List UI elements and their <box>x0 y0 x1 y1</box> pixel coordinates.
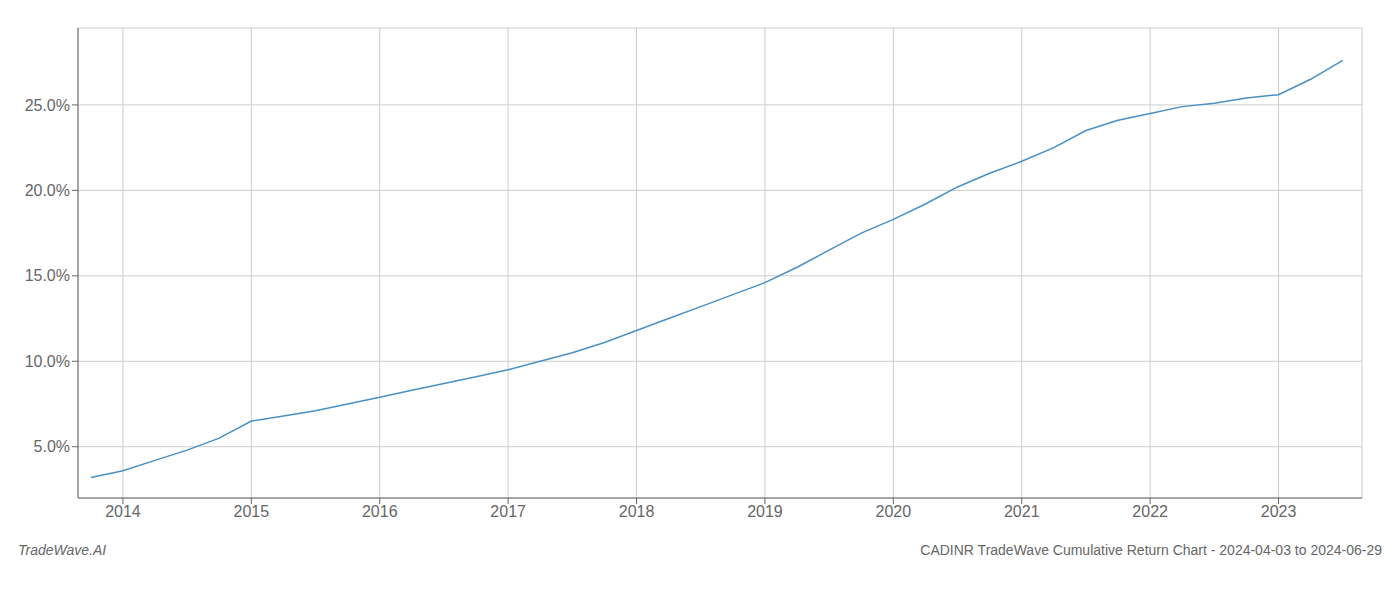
svg-text:2014: 2014 <box>105 503 141 520</box>
svg-text:10.0%: 10.0% <box>25 353 70 370</box>
svg-text:5.0%: 5.0% <box>34 438 70 455</box>
svg-text:20.0%: 20.0% <box>25 182 70 199</box>
svg-text:2017: 2017 <box>490 503 526 520</box>
svg-text:25.0%: 25.0% <box>25 97 70 114</box>
svg-text:2022: 2022 <box>1132 503 1168 520</box>
svg-text:2016: 2016 <box>362 503 398 520</box>
svg-text:2018: 2018 <box>619 503 655 520</box>
html-text:TradeWave.AI: TradeWave.AI <box>18 542 107 558</box>
svg-text:2021: 2021 <box>1004 503 1040 520</box>
svg-text:15.0%: 15.0% <box>25 267 70 284</box>
svg-text:2023: 2023 <box>1261 503 1297 520</box>
svg-text:2015: 2015 <box>234 503 270 520</box>
html-text:CADINR TradeWave Cumulative Re: CADINR TradeWave Cumulative Return Chart… <box>920 542 1382 558</box>
svg-text:2020: 2020 <box>876 503 912 520</box>
svg-text:2019: 2019 <box>747 503 783 520</box>
